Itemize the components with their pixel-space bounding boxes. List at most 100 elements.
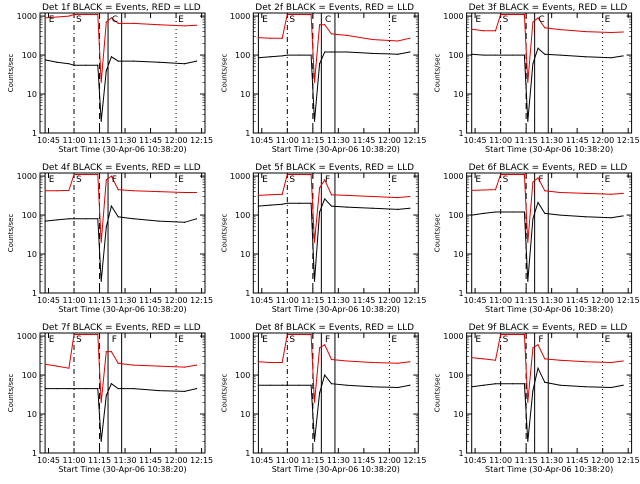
point-events <box>494 211 497 213</box>
point-lld <box>257 194 260 196</box>
y-tick-label: 10 <box>240 250 250 259</box>
point-lld <box>409 37 411 39</box>
point-events <box>100 120 102 122</box>
marker-f: F <box>325 175 330 185</box>
y-tick-label: 1000 <box>17 12 37 21</box>
point-events <box>97 387 99 390</box>
x-tick-label: 10:45 <box>464 456 487 465</box>
series-events <box>471 201 624 282</box>
point-events <box>313 440 316 442</box>
point-lld <box>471 189 473 191</box>
x-tick-label: 11:15 <box>301 456 324 465</box>
point-events <box>44 220 46 222</box>
point-events <box>44 59 46 61</box>
x-tick-label: 11:00 <box>276 296 299 305</box>
point-lld <box>610 193 612 195</box>
plot-frame <box>39 172 206 294</box>
point-lld <box>286 13 288 16</box>
point-lld <box>310 173 312 176</box>
point-events <box>68 218 70 220</box>
point-events <box>527 120 529 122</box>
point-events <box>56 61 58 63</box>
point-lld <box>483 189 485 191</box>
x-tick-label: 11:30 <box>114 456 137 465</box>
marker-c: C <box>112 15 118 25</box>
point-lld <box>68 189 70 191</box>
point-lld <box>537 344 539 346</box>
y-tick-label: 10 <box>240 410 250 419</box>
det-panel-2: Det 2f BLACK = Events, RED = LLD 1 10 100 10… <box>220 3 426 154</box>
point-events <box>559 384 561 386</box>
point-events <box>527 280 529 282</box>
marker-e: E <box>475 335 481 345</box>
point-lld <box>73 333 75 336</box>
point-events <box>527 440 529 442</box>
y-tick-label: 1 <box>32 449 37 458</box>
series-lld <box>471 14 624 83</box>
point-events <box>319 211 321 213</box>
x-axis-label: Start Time (30-Apr-06 10:38:20) <box>58 305 186 314</box>
marker-s: S <box>76 335 82 345</box>
point-lld <box>471 28 473 30</box>
x-tick-label: 11:15 <box>88 136 111 145</box>
x-tick-label: 12:00 <box>378 296 401 305</box>
plot-frame <box>39 12 206 134</box>
point-lld <box>310 13 312 16</box>
point-events <box>500 383 502 385</box>
x-tick-label: 12:15 <box>403 456 426 465</box>
x-tick-label: 11:30 <box>327 456 350 465</box>
point-events <box>324 51 326 53</box>
point-lld <box>511 333 514 336</box>
y-axis-label: Counts/sec <box>7 374 15 413</box>
point-events <box>195 218 198 220</box>
marker-s: S <box>289 335 295 345</box>
point-lld <box>310 333 312 336</box>
point-lld <box>324 24 326 26</box>
point-events <box>532 218 534 220</box>
marker-e: E <box>49 15 55 25</box>
marker-e: E <box>391 15 397 25</box>
point-events <box>281 384 283 386</box>
marker-e: E <box>391 175 397 185</box>
point-lld <box>110 175 113 177</box>
point-lld <box>371 195 373 198</box>
plot-frame <box>252 172 419 294</box>
point-events <box>523 383 526 385</box>
panel-title: Det 3f BLACK = Events, RED = LLD <box>469 3 628 13</box>
point-events <box>371 207 373 209</box>
point-lld <box>471 357 473 359</box>
series-events <box>45 204 197 282</box>
x-tick-label: 11:30 <box>114 136 137 145</box>
point-lld <box>44 363 46 365</box>
y-tick-label: 100 <box>22 211 37 220</box>
point-lld <box>313 241 316 243</box>
x-tick-label: 12:00 <box>591 456 614 465</box>
x-tick-label: 10:45 <box>464 136 487 145</box>
point-events <box>532 63 534 65</box>
panel-title: Det 5f BLACK = Events, RED = LLD <box>255 163 414 173</box>
point-lld <box>68 367 70 369</box>
point-lld <box>544 190 546 192</box>
point-events <box>73 218 75 220</box>
point-lld <box>559 359 561 361</box>
point-lld <box>622 192 624 194</box>
point-lld <box>97 173 99 176</box>
point-events <box>286 384 288 386</box>
marker-e: E <box>49 335 55 345</box>
x-tick-label: 12:00 <box>165 296 188 305</box>
point-lld <box>371 38 373 41</box>
series-events <box>258 197 410 282</box>
point-events <box>310 384 312 386</box>
point-lld <box>500 13 502 16</box>
x-tick-label: 11:45 <box>352 296 375 305</box>
point-events <box>537 47 539 49</box>
point-lld <box>195 364 198 366</box>
point-events <box>397 208 399 210</box>
det-panel-1: Det 1f BLACK = Events, RED = LLD 1 10 100 10… <box>7 3 213 154</box>
x-tick-label: 11:45 <box>139 136 162 145</box>
point-lld <box>257 37 260 39</box>
point-lld <box>97 13 99 16</box>
point-lld <box>195 24 198 26</box>
series-lld <box>471 174 624 243</box>
point-lld <box>183 366 186 368</box>
